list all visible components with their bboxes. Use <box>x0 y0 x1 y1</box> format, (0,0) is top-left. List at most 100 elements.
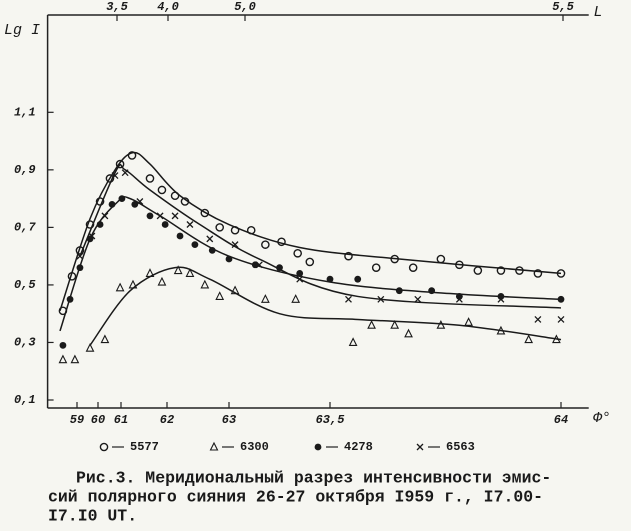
y-tick-label: 0,1 <box>14 393 36 407</box>
point <box>293 248 302 258</box>
point <box>206 235 214 243</box>
point <box>296 270 304 277</box>
point <box>260 294 270 303</box>
x-tick-label: 63 <box>222 413 236 427</box>
point <box>145 174 155 183</box>
point <box>436 319 446 329</box>
fit-curve <box>89 266 562 346</box>
point <box>408 263 418 272</box>
point <box>157 276 167 286</box>
x-tick-label: 60 <box>91 413 105 427</box>
point <box>85 342 95 352</box>
point <box>428 287 436 295</box>
point <box>246 225 256 235</box>
point <box>367 319 376 329</box>
y-tick-label: 0,7 <box>14 221 36 235</box>
point <box>230 225 240 235</box>
point <box>557 295 565 303</box>
fit-curve <box>79 163 562 309</box>
caption-line: сий полярного сияния 26-27 октября I959 … <box>48 487 543 506</box>
point <box>131 200 139 208</box>
point <box>436 254 446 264</box>
legend-marker <box>416 443 424 451</box>
point <box>157 185 167 195</box>
point <box>100 334 110 344</box>
point <box>200 208 210 218</box>
legend-item: 6563 <box>416 440 475 454</box>
point <box>75 246 85 255</box>
point <box>118 195 126 203</box>
point <box>390 254 399 264</box>
point <box>76 252 84 260</box>
point <box>59 341 67 349</box>
point <box>58 354 68 364</box>
point <box>146 212 154 220</box>
legend-marker <box>209 441 219 451</box>
caption-line: I7.I0 UT. <box>48 506 137 525</box>
point <box>390 319 400 329</box>
y-axis-title: Lg I <box>4 22 40 39</box>
point <box>215 291 225 300</box>
point <box>231 241 239 249</box>
point <box>496 266 506 275</box>
x2-tick-label: 5,0 <box>234 0 256 14</box>
legend-label: 5577 <box>130 440 159 454</box>
point <box>121 169 129 177</box>
point <box>66 295 74 303</box>
point <box>186 221 194 228</box>
point <box>191 241 199 249</box>
point <box>88 232 96 240</box>
y-tick-label: 0,5 <box>14 278 36 292</box>
y-tick-label: 0,3 <box>14 336 36 350</box>
point <box>70 354 80 364</box>
point <box>291 294 301 303</box>
point <box>556 269 566 278</box>
point <box>145 268 155 277</box>
point <box>230 285 240 295</box>
legend-marker <box>314 443 322 451</box>
point <box>455 295 463 303</box>
point <box>404 328 413 338</box>
point <box>225 255 233 263</box>
point <box>515 266 524 275</box>
point <box>128 279 138 289</box>
x-axis-title: Φ° <box>593 410 611 427</box>
point <box>215 223 224 232</box>
point <box>371 263 381 272</box>
x-tick-label: 63,5 <box>316 413 346 427</box>
point <box>496 325 506 335</box>
x2-tick-label: 4,0 <box>157 0 179 14</box>
point <box>455 260 464 270</box>
point <box>524 334 534 344</box>
point <box>414 295 422 303</box>
point <box>67 271 77 281</box>
point <box>173 265 183 275</box>
point <box>185 268 195 277</box>
point <box>345 295 352 303</box>
x2-axis-title: L <box>593 4 602 21</box>
x2-tick-label: 5,5 <box>552 0 574 14</box>
point <box>354 275 362 283</box>
legend-label: 6563 <box>446 440 475 454</box>
point <box>395 287 403 295</box>
point <box>108 200 116 208</box>
point <box>464 317 473 326</box>
point <box>534 315 542 323</box>
point <box>326 275 334 283</box>
legend-marker <box>99 442 109 452</box>
point <box>127 151 137 160</box>
point <box>111 172 119 180</box>
point <box>208 247 216 254</box>
point <box>305 257 315 267</box>
point <box>171 212 179 220</box>
point <box>170 191 180 201</box>
point <box>533 269 543 278</box>
legend-label: 6300 <box>240 440 269 454</box>
legend-item: 6300 <box>209 440 269 454</box>
point <box>255 261 263 269</box>
point <box>156 212 164 220</box>
y-tick-label: 1,1 <box>14 105 36 119</box>
legend-item: 5577 <box>99 440 159 454</box>
point <box>76 264 84 272</box>
point <box>161 221 169 228</box>
